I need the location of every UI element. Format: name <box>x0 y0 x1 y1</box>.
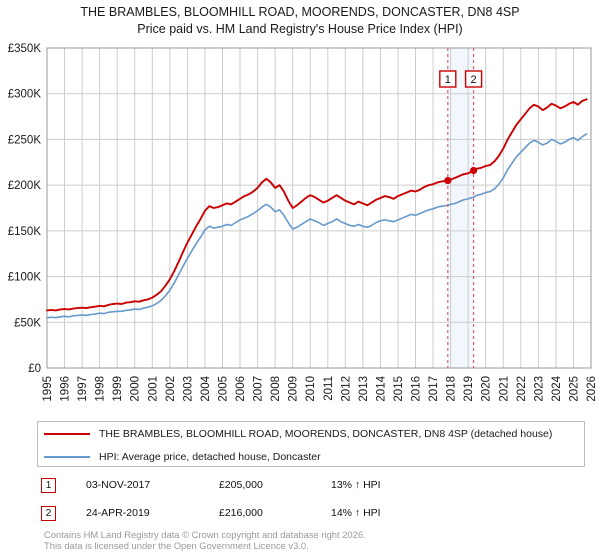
transaction-badge-2: 2 <box>41 505 56 521</box>
transaction-date-2: 24-APR-2019 <box>86 507 150 519</box>
series-line-hpi <box>46 133 588 319</box>
legend-label-hpi: HPI: Average price, detached house, Donc… <box>99 450 321 463</box>
y-axis-tick-label: £50K <box>14 317 41 329</box>
marker-badge-box-2[interactable] <box>464 70 483 88</box>
footer-licence: Contains HM Land Registry data © Crown c… <box>44 529 366 552</box>
x-axis-tick-label: 2007 <box>253 376 265 402</box>
legend-item-hpi: HPI: Average price, detached house, Donc… <box>38 445 584 468</box>
y-axis-tick-label: £300K <box>8 89 42 101</box>
marker-badge-box-1[interactable] <box>439 70 457 88</box>
x-axis-tick-label: 2003 <box>182 376 194 402</box>
series-line-property <box>46 98 588 312</box>
transaction-hpi-1: 13% ↑ HPI <box>331 479 381 491</box>
x-axis-tick-label: 2015 <box>393 376 405 402</box>
transaction-hpi-2: 14% ↑ HPI <box>331 507 381 519</box>
x-axis-tick-label: 2017 <box>428 376 440 402</box>
y-axis-tick-label: £100K <box>8 272 42 284</box>
title-line-2: Price paid vs. HM Land Registry's House … <box>137 22 463 36</box>
x-axis-tick-label: 2016 <box>411 376 423 402</box>
x-axis-tick-label: 2004 <box>200 375 212 401</box>
x-axis-tick-label: 1998 <box>95 376 107 402</box>
y-axis-tick-label: £350K <box>8 43 42 55</box>
sale-point-2[interactable] <box>470 166 478 175</box>
transaction-date-1: 03-NOV-2017 <box>86 479 151 491</box>
x-axis-tick-label: 2002 <box>165 376 177 402</box>
footer-line-2: This data is licensed under the Open Gov… <box>44 540 309 552</box>
x-axis-tick-label: 2014 <box>375 375 387 401</box>
y-axis-tick-label: £250K <box>8 134 42 146</box>
x-axis-tick-label: 2024 <box>551 375 563 401</box>
x-axis-tick-label: 1999 <box>112 376 124 402</box>
x-axis-tick-label: 2023 <box>533 376 545 402</box>
x-axis-tick-label: 2001 <box>147 376 159 402</box>
table-row[interactable]: 2 24-APR-2019 £216,000 14% ↑ HPI <box>41 502 381 524</box>
x-axis-tick-label: 2019 <box>463 376 475 402</box>
marker-badge-label-1: 1 <box>445 74 451 86</box>
x-axis-tick-label: 2022 <box>516 376 528 402</box>
x-axis-tick-label: 2011 <box>323 376 335 401</box>
marker-badge-label-2: 2 <box>471 74 477 86</box>
page-title: THE BRAMBLES, BLOOMHILL ROAD, MOORENDS, … <box>0 4 600 38</box>
x-axis-tick-label: 1996 <box>60 376 72 402</box>
x-axis-tick-label: 1995 <box>42 376 54 402</box>
sale-point-1[interactable] <box>444 176 452 185</box>
table-row[interactable]: 1 03-NOV-2017 £205,000 13% ↑ HPI <box>41 474 381 496</box>
plot-frame <box>46 47 592 369</box>
x-axis-tick-label: 2021 <box>498 376 510 402</box>
legend-swatch-property <box>44 432 90 435</box>
legend-item-property: THE BRAMBLES, BLOOMHILL ROAD, MOORENDS, … <box>38 422 584 445</box>
y-axis-tick-label: £200K <box>8 180 42 192</box>
footer-line-1: Contains HM Land Registry data © Crown c… <box>44 529 366 540</box>
x-axis-tick-label: 2006 <box>235 376 247 402</box>
x-axis-tick-label: 2009 <box>288 376 300 402</box>
y-axis-tick-label: £0 <box>28 363 41 375</box>
chart-legend: THE BRAMBLES, BLOOMHILL ROAD, MOORENDS, … <box>37 421 585 467</box>
x-axis-tick-label: 2025 <box>568 376 580 402</box>
x-axis-tick-label: 2020 <box>481 376 493 402</box>
price-history-chart: £0 £50K £100K £150K £200K £250K £300K £350K 1995… <box>8 43 598 402</box>
x-axis-tick-label: 2000 <box>130 376 142 402</box>
transaction-price-2: £216,000 <box>219 507 263 519</box>
title-line-1: THE BRAMBLES, BLOOMHILL ROAD, MOORENDS, … <box>80 5 520 19</box>
x-axis-tick-label: 2018 <box>446 376 458 402</box>
legend-swatch-hpi <box>44 455 90 458</box>
x-axis-tick-label: 2013 <box>358 376 370 402</box>
x-axis-tick-label: 1997 <box>77 376 89 402</box>
x-axis-tick-label: 2005 <box>217 376 229 402</box>
transaction-price-1: £205,000 <box>219 479 263 491</box>
x-axis-tick-label: 2010 <box>305 376 317 402</box>
y-axis-tick-label: £150K <box>8 226 42 238</box>
transaction-badge-1: 1 <box>41 477 56 493</box>
legend-label-property: THE BRAMBLES, BLOOMHILL ROAD, MOORENDS, … <box>99 427 553 440</box>
x-axis-tick-label: 2026 <box>586 376 598 402</box>
highlight-band <box>447 48 474 368</box>
x-axis-tick-label: 2012 <box>340 376 352 402</box>
x-axis-tick-label: 2008 <box>270 376 282 402</box>
